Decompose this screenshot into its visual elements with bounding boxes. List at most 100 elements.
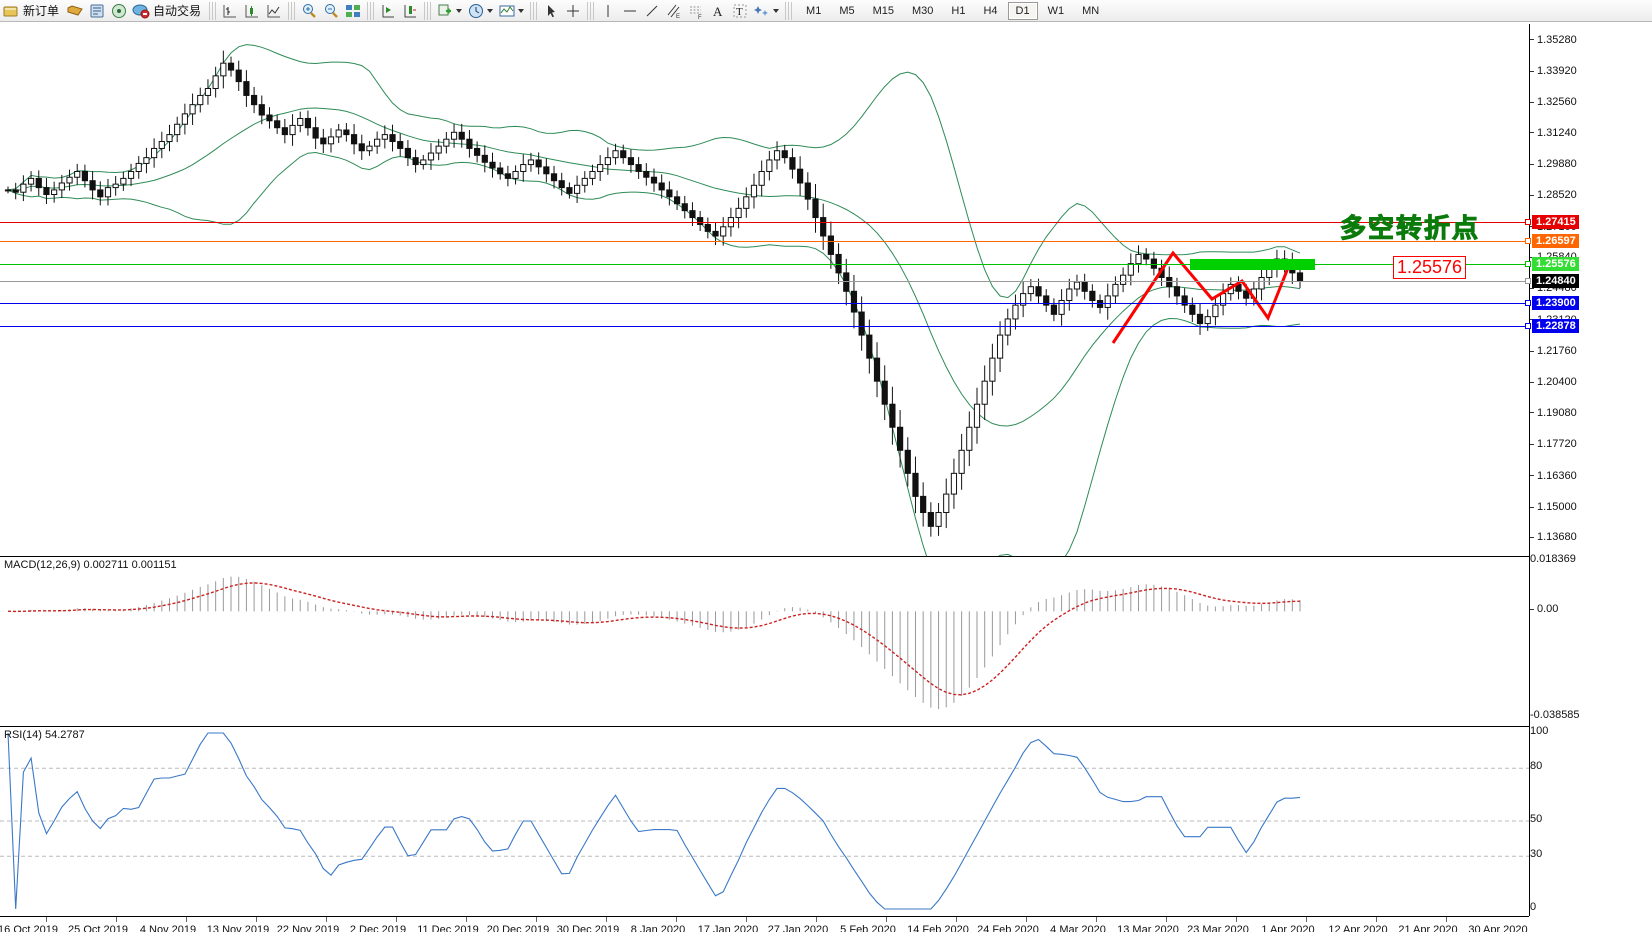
level-handle[interactable] xyxy=(1525,323,1531,330)
rsi-pane[interactable]: RSI(14) 54.2787 xyxy=(0,726,1529,916)
rsi-label: RSI(14) 54.2787 xyxy=(4,729,85,741)
svg-text:F: F xyxy=(698,15,702,20)
equidistant-channel-button[interactable]: E xyxy=(663,0,685,22)
time-tick xyxy=(396,917,397,922)
candlestick-series xyxy=(4,50,1304,537)
vline-button[interactable] xyxy=(597,0,619,22)
templates-icon xyxy=(498,2,516,20)
timeframe-group: M1 M5 M15 M30 H1 H4 D1 W1 MN xyxy=(795,0,1110,22)
macd-histogram xyxy=(15,576,1301,710)
level-handle[interactable] xyxy=(1525,237,1531,244)
trendline-button[interactable] xyxy=(641,0,663,22)
price-tick: 1.35280 xyxy=(1530,34,1577,46)
time-tick xyxy=(1446,917,1447,922)
price-tag[interactable]: 1.25576 xyxy=(1532,257,1579,272)
time-tick xyxy=(1026,917,1027,922)
timeframe-m1[interactable]: M1 xyxy=(806,4,822,17)
indicators-dropdown-caret[interactable] xyxy=(454,2,463,20)
indicators-button[interactable] xyxy=(434,0,465,22)
level-line-turning-point[interactable] xyxy=(0,264,1529,266)
price-tag[interactable]: 1.26597 xyxy=(1532,233,1579,248)
rsi-tick: 0 xyxy=(1530,901,1537,913)
time-tick xyxy=(606,917,607,922)
toolbar-divider xyxy=(209,1,217,20)
level-handle[interactable] xyxy=(1525,261,1531,268)
price-tick: 1.29880 xyxy=(1530,158,1577,170)
timeframe-mn[interactable]: MN xyxy=(1082,4,1100,17)
level-line-support-2[interactable] xyxy=(0,326,1529,328)
timeframe-h4[interactable]: H4 xyxy=(983,4,998,17)
new-order-button[interactable]: 新订单 xyxy=(0,0,64,22)
text-icon: A xyxy=(709,2,727,20)
shapes-dropdown-caret[interactable] xyxy=(771,2,780,20)
time-tick xyxy=(746,917,747,922)
timeframe-h1[interactable]: H1 xyxy=(951,4,966,17)
timeframe-m30[interactable]: M30 xyxy=(912,4,934,17)
terminal-button[interactable] xyxy=(86,0,108,22)
price-tick: 1.32560 xyxy=(1530,96,1577,108)
turning-point-annotation: 多空转折点 xyxy=(1339,213,1481,244)
price-tag[interactable]: 1.27415 xyxy=(1532,214,1579,229)
level-line-resistance-2[interactable] xyxy=(0,240,1529,242)
zoom-out-button[interactable] xyxy=(320,0,342,22)
autotrading-label: 自动交易 xyxy=(153,4,202,18)
time-tick xyxy=(1166,917,1167,922)
timeframe-d1[interactable]: D1 xyxy=(1007,1,1038,20)
shift-start-button[interactable] xyxy=(377,0,399,22)
folder-icon xyxy=(66,2,84,20)
price-tag[interactable]: 1.23900 xyxy=(1532,295,1579,310)
templates-button[interactable] xyxy=(496,0,527,22)
terminal-icon xyxy=(88,2,106,20)
toolbar-divider-5 xyxy=(530,1,538,20)
vline-icon xyxy=(599,2,617,20)
time-tick xyxy=(1236,917,1237,922)
timeframe-m5[interactable]: M5 xyxy=(839,4,855,17)
line-chart-button[interactable] xyxy=(263,0,285,22)
fibonacci-button[interactable]: F xyxy=(685,0,707,22)
folder-button[interactable] xyxy=(64,0,86,22)
label-button[interactable]: T xyxy=(729,0,751,22)
turning-point-band[interactable] xyxy=(1190,259,1315,271)
macd-tick: 0.018369 xyxy=(1530,553,1576,565)
macd-pane[interactable]: MACD(12,26,9) 0.002711 0.001151 xyxy=(0,556,1529,724)
price-scale[interactable]: 1.35280 1.33920 1.32560 1.31240 1.29880 1.285… xyxy=(1529,24,1652,916)
price-tag[interactable]: 1.22878 xyxy=(1532,319,1579,334)
tile-windows-button[interactable] xyxy=(342,0,364,22)
templates-dropdown-caret[interactable] xyxy=(516,2,525,20)
level-handle[interactable] xyxy=(1525,218,1531,225)
time-tick xyxy=(816,917,817,922)
price-tick: 1.13680 xyxy=(1530,531,1577,543)
level-handle[interactable] xyxy=(1525,278,1531,285)
cursor-button[interactable] xyxy=(540,0,562,22)
price-tick: 1.33920 xyxy=(1530,65,1577,77)
price-tick: 1.16360 xyxy=(1530,470,1577,482)
periods-button[interactable] xyxy=(465,0,496,22)
macd-canvas xyxy=(7,576,1301,710)
shapes-icon xyxy=(753,2,771,20)
navigator-button[interactable] xyxy=(108,0,130,22)
autotrading-button[interactable]: 自动交易 xyxy=(130,0,206,22)
crosshair-button[interactable] xyxy=(562,0,584,22)
hline-button[interactable] xyxy=(619,0,641,22)
price-tag[interactable]: 1.24840 xyxy=(1532,274,1579,289)
candlestick-button[interactable] xyxy=(241,0,263,22)
candlestick-icon xyxy=(243,2,261,20)
price-chart-pane[interactable] xyxy=(0,24,1529,597)
level-line-last-price[interactable] xyxy=(0,281,1529,283)
periods-dropdown-caret[interactable] xyxy=(485,2,494,20)
time-tick xyxy=(1306,917,1307,922)
timeframe-m15[interactable]: M15 xyxy=(872,4,894,17)
time-tick xyxy=(186,917,187,922)
shapes-button[interactable] xyxy=(751,0,782,22)
text-button[interactable]: A xyxy=(707,0,729,22)
level-line-support[interactable] xyxy=(0,302,1529,304)
level-handle[interactable] xyxy=(1525,299,1531,306)
level-line-resistance[interactable] xyxy=(0,221,1529,223)
toolbar-divider-6 xyxy=(587,1,595,20)
zoom-in-button[interactable] xyxy=(298,0,320,22)
svg-text:E: E xyxy=(676,14,680,20)
shift-end-button[interactable] xyxy=(399,0,421,22)
timeframe-w1[interactable]: W1 xyxy=(1047,4,1065,17)
bar-chart-button[interactable] xyxy=(219,0,241,22)
